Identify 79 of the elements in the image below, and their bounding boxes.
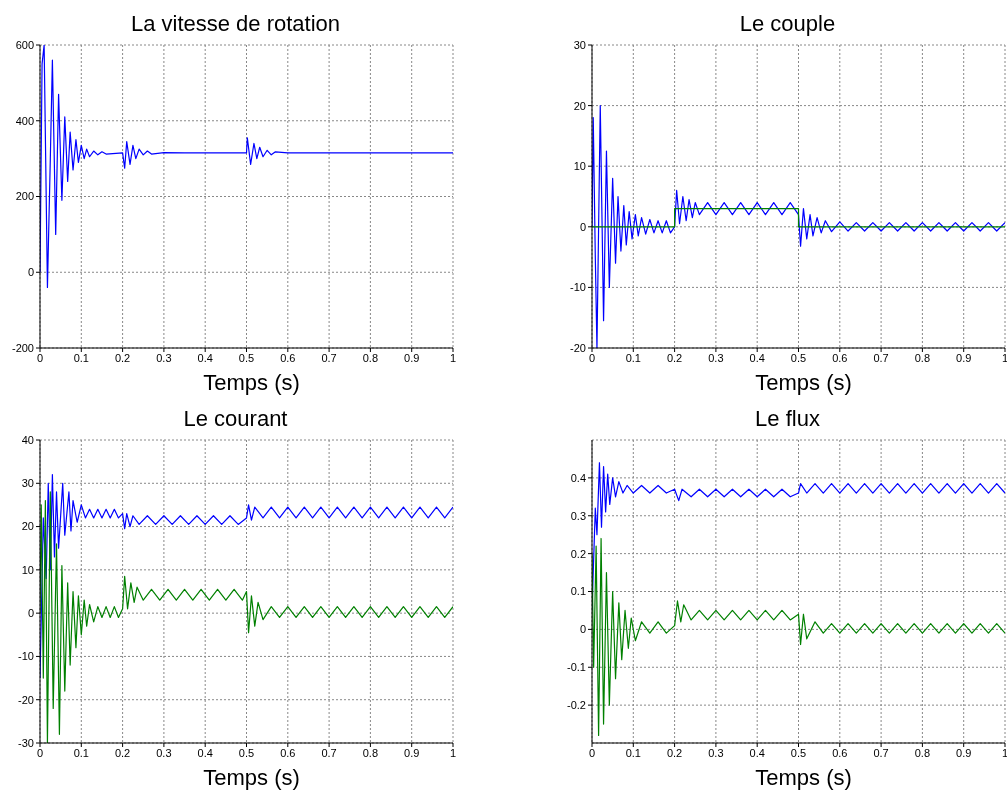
y-tick-label: 0	[27, 607, 34, 620]
line-series	[592, 537, 1005, 737]
x-tick-label: 0.6	[280, 746, 296, 759]
x-tick-label: 0.1	[625, 351, 641, 364]
chart-title: La vitesse de rotation	[129, 10, 342, 38]
y-tick-label: 0.4	[570, 471, 586, 484]
x-tick-label: 0.9	[404, 351, 420, 364]
y-tick-label: 400	[15, 114, 34, 127]
y-tick-label: 30	[573, 38, 586, 51]
y-tick-label: -20	[18, 693, 34, 706]
y-tick-label: -30	[18, 736, 34, 749]
y-tick-label: 40	[21, 433, 34, 446]
x-tick-label: 0.6	[832, 351, 848, 364]
x-tick-label: 0.7	[321, 351, 337, 364]
x-tick-label: 1	[449, 746, 457, 759]
x-tick-label: 0.5	[790, 746, 807, 759]
x-tick-label: 0.7	[873, 746, 889, 759]
x-axis-title: Temps (s)	[754, 370, 853, 396]
x-tick-label: 0.4	[197, 351, 213, 364]
x-tick-label: 0	[36, 746, 44, 759]
y-tick-label: 10	[21, 563, 34, 576]
y-tick-label: 200	[15, 190, 34, 203]
chart-title: Le flux	[754, 405, 821, 433]
y-tick-label: 0.1	[570, 585, 586, 598]
x-tick-label: 0.2	[114, 746, 131, 759]
x-tick-label: 0.6	[280, 351, 296, 364]
x-axis-title: Temps (s)	[754, 765, 853, 791]
y-tick-label: -0.1	[567, 661, 586, 674]
x-tick-label: 0.4	[197, 746, 213, 759]
x-axis-title: Temps (s)	[202, 370, 301, 396]
y-tick-label: -0.2	[567, 699, 586, 712]
x-tick-label: 0.1	[73, 351, 89, 364]
x-tick-label: 0.5	[238, 746, 255, 759]
x-tick-label: 0.1	[625, 746, 641, 759]
x-tick-label: 0.8	[362, 746, 379, 759]
y-tick-label: -20	[570, 341, 586, 354]
x-tick-label: 0.8	[362, 351, 379, 364]
y-tick-label: 20	[573, 99, 586, 112]
x-tick-label: 0.1	[73, 746, 89, 759]
x-tick-label: 0.3	[708, 746, 724, 759]
x-axis-title: Temps (s)	[202, 765, 301, 791]
x-tick-label: 0.9	[956, 351, 972, 364]
x-tick-label: 0.8	[914, 746, 931, 759]
x-tick-label: 0	[588, 351, 596, 364]
y-tick-label: 0.2	[570, 547, 586, 560]
chart-title: Le couple	[738, 10, 837, 38]
x-tick-label: 0.3	[708, 351, 724, 364]
y-tick-label: -10	[18, 650, 34, 663]
x-tick-label: 0	[36, 351, 44, 364]
x-tick-label: 0.3	[156, 351, 172, 364]
x-tick-label: 0.4	[749, 351, 765, 364]
chart-title: Le courant	[182, 405, 289, 433]
x-tick-label: 0.8	[914, 351, 931, 364]
x-tick-label: 0.9	[956, 746, 972, 759]
x-tick-label: 0.7	[873, 351, 889, 364]
x-tick-label: 0.4	[749, 746, 765, 759]
x-tick-label: 0	[588, 746, 596, 759]
x-tick-label: 0.3	[156, 746, 172, 759]
y-tick-label: 0	[27, 266, 34, 279]
x-tick-label: 1	[1001, 351, 1007, 364]
y-tick-label: 0	[579, 220, 586, 233]
y-tick-label: 30	[21, 477, 34, 490]
y-tick-label: -200	[11, 341, 34, 354]
x-tick-label: 1	[449, 351, 457, 364]
y-tick-label: 0	[579, 623, 586, 636]
x-tick-label: 0.2	[666, 746, 683, 759]
x-tick-label: 0.5	[238, 351, 255, 364]
y-tick-label: -10	[570, 281, 586, 294]
y-tick-label: 0.3	[570, 509, 586, 522]
x-tick-label: 0.6	[832, 746, 848, 759]
x-tick-label: 0.2	[114, 351, 131, 364]
x-tick-label: 0.9	[404, 746, 420, 759]
x-tick-label: 0.7	[321, 746, 337, 759]
y-tick-label: 600	[15, 38, 34, 51]
x-tick-label: 0.5	[790, 351, 807, 364]
y-tick-label: 10	[573, 160, 586, 173]
x-tick-label: 0.2	[666, 351, 683, 364]
y-tick-label: 20	[21, 520, 34, 533]
x-tick-label: 1	[1001, 746, 1007, 759]
